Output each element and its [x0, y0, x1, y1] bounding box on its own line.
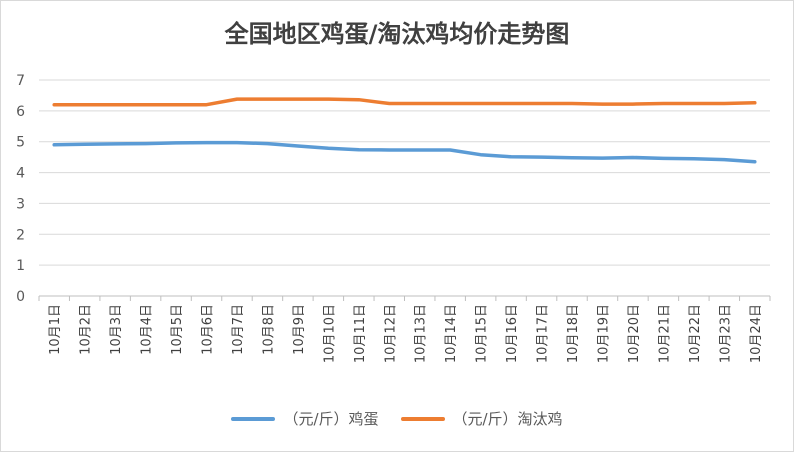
x-tick-label: 10月13日 — [414, 304, 429, 363]
x-tick-label: 10月14日 — [444, 304, 459, 363]
y-tick-label: 0 — [16, 289, 25, 305]
x-tick-label: 10月22日 — [688, 304, 703, 363]
x-tick-label: 10月2日 — [79, 304, 94, 355]
x-tick-label: 10月23日 — [718, 304, 733, 363]
legend-label-culled-hen: （元/斤）淘汰鸡 — [452, 410, 563, 428]
x-tick-label: 10月21日 — [657, 304, 672, 363]
x-axis: 10月1日 10月2日 10月3日 10月4日 10月5日 10月6日 10月7日 10月8日… — [38, 296, 771, 363]
series-lines — [52, 97, 757, 164]
y-tick-label: 7 — [16, 73, 25, 89]
x-tick-label: 10月9日 — [292, 304, 307, 355]
x-tick-label: 10月18日 — [566, 304, 581, 363]
x-tick-label: 10月7日 — [231, 304, 246, 355]
y-tick-label: 3 — [16, 196, 25, 212]
x-tick-label: 10月24日 — [749, 304, 764, 363]
legend-swatch-egg — [231, 416, 276, 421]
x-tick-label: 10月12日 — [383, 304, 398, 363]
legend-item-egg: （元/斤）鸡蛋 — [231, 408, 379, 429]
series-line-egg — [52, 140, 757, 164]
x-tick-label: 10月3日 — [109, 304, 124, 355]
y-tick-label: 1 — [16, 258, 25, 274]
x-tick-label: 10月4日 — [140, 304, 155, 355]
x-tick-label: 10月17日 — [536, 304, 551, 363]
gridlines — [39, 79, 770, 297]
x-tick-label: 10月1日 — [48, 304, 63, 355]
y-tick-label: 2 — [16, 227, 25, 243]
x-tick-label: 10月11日 — [353, 304, 368, 363]
legend-label-egg: （元/斤）鸡蛋 — [283, 410, 379, 428]
y-axis: 0 1 2 3 4 5 6 7 — [16, 73, 25, 305]
y-tick-label: 6 — [16, 104, 25, 120]
y-tick-label: 5 — [16, 135, 25, 151]
x-tick-label: 10月6日 — [201, 304, 216, 355]
chart-title: 全国地区鸡蛋/淘汰鸡均价走势图 — [224, 20, 570, 48]
x-tick-label: 10月5日 — [170, 304, 185, 355]
y-tick-label: 4 — [16, 166, 25, 182]
x-tick-label: 10月8日 — [261, 304, 276, 355]
x-tick-label: 10月16日 — [505, 304, 520, 363]
legend-swatch-culled-hen — [400, 416, 445, 421]
legend: （元/斤）鸡蛋 （元/斤）淘汰鸡 — [0, 408, 794, 429]
x-tick-label: 10月20日 — [627, 304, 642, 363]
series-line-culled-hen — [52, 97, 757, 107]
x-tick-label: 10月19日 — [596, 304, 611, 363]
x-tick-label: 10月15日 — [475, 304, 490, 363]
legend-item-culled-hen: （元/斤）淘汰鸡 — [400, 408, 563, 429]
x-tick-label: 10月10日 — [322, 304, 337, 363]
